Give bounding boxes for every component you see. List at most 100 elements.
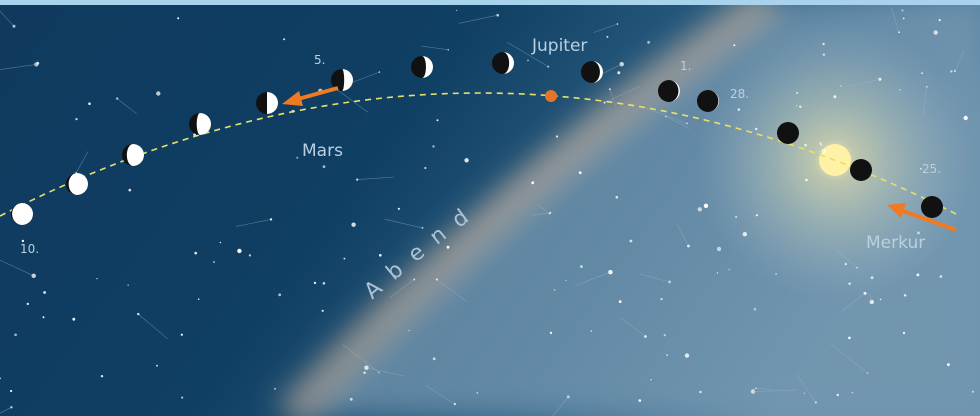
star bbox=[72, 318, 75, 321]
star bbox=[639, 399, 642, 402]
star bbox=[664, 334, 666, 336]
date-label: 5. bbox=[314, 53, 325, 67]
star bbox=[344, 258, 346, 260]
star bbox=[704, 204, 708, 208]
star bbox=[43, 316, 45, 318]
star bbox=[88, 102, 91, 105]
star bbox=[579, 171, 582, 174]
star bbox=[852, 392, 854, 394]
star bbox=[14, 334, 17, 337]
star bbox=[531, 181, 534, 184]
star bbox=[822, 43, 824, 45]
star bbox=[717, 247, 721, 251]
star bbox=[738, 108, 741, 111]
star bbox=[666, 354, 668, 356]
star bbox=[754, 308, 756, 310]
star bbox=[550, 332, 552, 334]
moon bbox=[921, 196, 943, 218]
star bbox=[274, 388, 276, 390]
star bbox=[756, 214, 758, 216]
star bbox=[820, 144, 822, 146]
date-label: 25. bbox=[922, 162, 941, 176]
star bbox=[699, 391, 701, 393]
star bbox=[580, 265, 583, 268]
star bbox=[128, 285, 129, 286]
star bbox=[591, 330, 592, 331]
star bbox=[398, 208, 400, 210]
jupiter-label: Jupiter bbox=[531, 36, 587, 56]
star bbox=[939, 19, 941, 21]
moon bbox=[777, 122, 799, 144]
star bbox=[101, 375, 103, 377]
star bbox=[177, 17, 179, 19]
star bbox=[296, 157, 298, 159]
star bbox=[848, 283, 850, 285]
star bbox=[283, 38, 285, 40]
star bbox=[43, 291, 46, 294]
star bbox=[630, 240, 633, 243]
star bbox=[198, 298, 200, 300]
star bbox=[903, 18, 905, 20]
page: Jupiter Mars Merkur Abend 10. 5. 1. 28. … bbox=[0, 0, 980, 416]
star bbox=[606, 36, 608, 38]
star bbox=[156, 91, 160, 95]
star bbox=[181, 397, 183, 399]
star bbox=[880, 299, 882, 301]
star bbox=[181, 334, 183, 336]
jupiter-dot bbox=[545, 90, 557, 102]
star bbox=[323, 282, 326, 285]
star bbox=[950, 70, 952, 72]
star bbox=[556, 135, 558, 137]
star bbox=[698, 207, 702, 211]
star bbox=[650, 379, 651, 380]
star bbox=[804, 393, 805, 394]
star bbox=[527, 60, 529, 62]
star bbox=[10, 390, 12, 392]
star bbox=[805, 179, 808, 182]
star bbox=[837, 394, 839, 396]
star bbox=[351, 223, 355, 227]
merkur-label: Merkur bbox=[866, 233, 925, 253]
star bbox=[804, 144, 807, 147]
star bbox=[278, 293, 281, 296]
star bbox=[619, 300, 622, 303]
star bbox=[408, 330, 409, 331]
sky-map: Jupiter Mars Merkur Abend 10. 5. 1. 28. … bbox=[0, 0, 980, 416]
star bbox=[660, 298, 662, 300]
star bbox=[565, 280, 566, 281]
date-label: 10. bbox=[20, 242, 39, 256]
top-strip bbox=[0, 0, 980, 5]
star bbox=[432, 145, 434, 147]
star bbox=[733, 44, 735, 46]
star bbox=[755, 128, 757, 130]
date-label: 1. bbox=[680, 59, 691, 73]
star bbox=[834, 95, 837, 98]
star bbox=[129, 189, 132, 192]
star bbox=[27, 303, 29, 305]
star bbox=[685, 353, 689, 357]
star bbox=[437, 119, 439, 121]
star bbox=[220, 242, 222, 244]
star bbox=[964, 116, 968, 120]
star bbox=[314, 282, 316, 284]
star bbox=[447, 246, 450, 249]
star bbox=[902, 10, 904, 12]
star bbox=[840, 85, 841, 86]
star bbox=[464, 158, 468, 162]
star bbox=[647, 41, 650, 44]
star bbox=[871, 276, 874, 279]
star bbox=[322, 310, 324, 312]
star bbox=[743, 232, 747, 236]
moon bbox=[850, 159, 872, 181]
star bbox=[796, 105, 797, 106]
star bbox=[194, 252, 197, 255]
star bbox=[363, 372, 365, 374]
star bbox=[899, 89, 900, 90]
star bbox=[617, 71, 620, 74]
star bbox=[156, 365, 158, 367]
star bbox=[845, 263, 847, 265]
star bbox=[249, 254, 251, 256]
star bbox=[424, 167, 426, 169]
star bbox=[796, 92, 798, 94]
star bbox=[96, 278, 97, 279]
